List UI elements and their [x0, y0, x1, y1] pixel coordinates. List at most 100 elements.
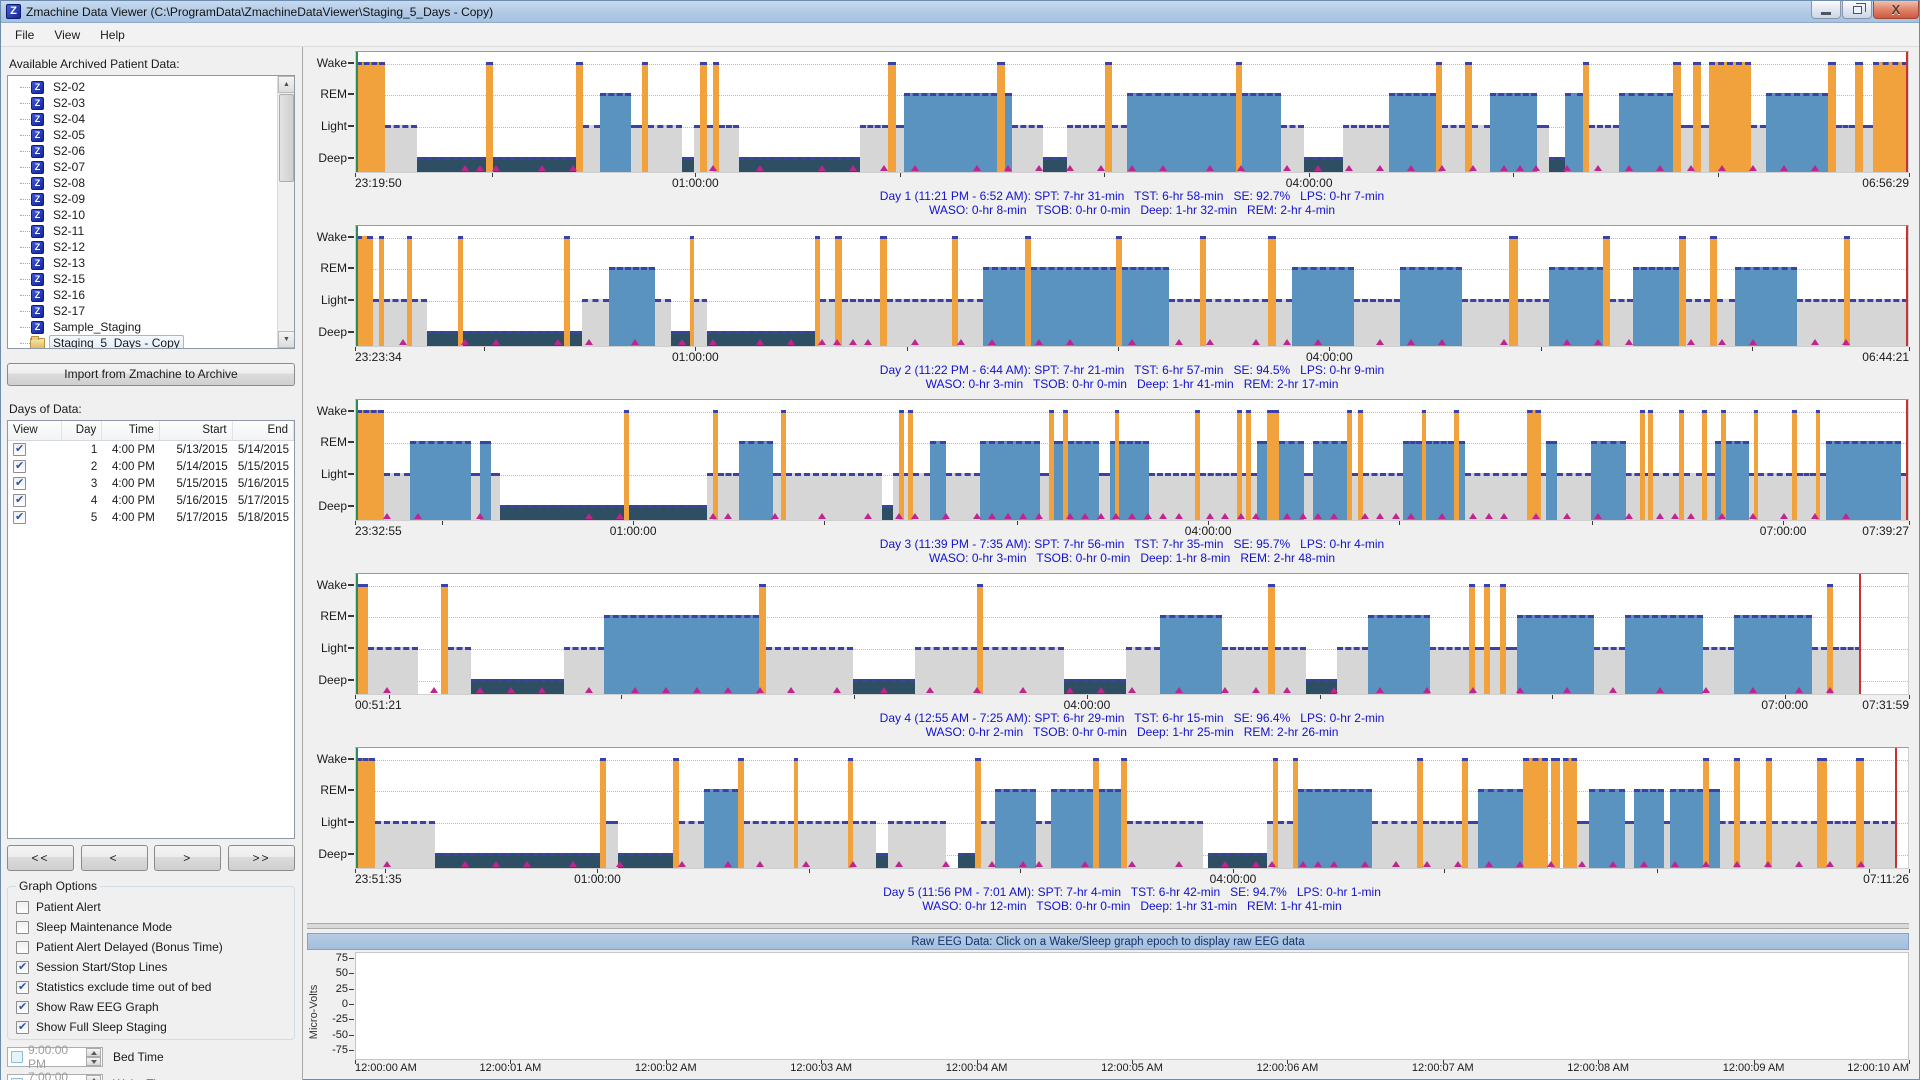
tree-item-s2-16[interactable]: Z S2-16: [12, 287, 274, 303]
epoch-R[interactable]: [1030, 267, 1117, 346]
epoch-W[interactable]: [1465, 62, 1472, 172]
epoch-D[interactable]: [463, 331, 564, 346]
epoch-L[interactable]: [1251, 473, 1258, 520]
epoch-W[interactable]: [1640, 410, 1646, 520]
tree-item-s2-02[interactable]: Z S2-02: [12, 79, 274, 95]
epoch-L[interactable]: [1716, 299, 1736, 346]
epoch-L[interactable]: [1900, 473, 1908, 520]
epoch-W[interactable]: [1454, 410, 1459, 520]
epoch-W[interactable]: [641, 62, 648, 172]
next-day-button[interactable]: >: [154, 845, 222, 871]
epoch-L[interactable]: [743, 821, 794, 868]
epoch-L[interactable]: [1266, 821, 1273, 868]
epoch-L[interactable]: [1589, 125, 1619, 172]
epoch-W[interactable]: [1235, 62, 1242, 172]
hypnogram-plot[interactable]: [355, 573, 1909, 695]
epoch-L[interactable]: [605, 821, 619, 868]
epoch-W[interactable]: [899, 410, 904, 520]
epoch-L[interactable]: [678, 821, 704, 868]
epoch-L[interactable]: [1681, 125, 1694, 172]
epoch-W[interactable]: [1195, 410, 1200, 520]
tree-scrollbar[interactable]: ▲ ▼: [277, 76, 294, 348]
epoch-L[interactable]: [1429, 647, 1469, 694]
epoch-L[interactable]: [841, 299, 881, 346]
eeg-plot-area[interactable]: [355, 952, 1909, 1060]
epoch-W[interactable]: [1702, 410, 1708, 520]
epoch-R[interactable]: [1127, 93, 1236, 172]
tree-item-s2-08[interactable]: Z S2-08: [12, 175, 274, 191]
epoch-L[interactable]: [1701, 125, 1709, 172]
epoch-W[interactable]: [356, 410, 384, 520]
epoch-W[interactable]: [1708, 62, 1751, 172]
close-button[interactable]: X: [1873, 1, 1919, 19]
epoch-W[interactable]: [1116, 236, 1123, 346]
epoch-L[interactable]: [1241, 473, 1247, 520]
epoch-L[interactable]: [383, 473, 411, 520]
epoch-R[interactable]: [1313, 441, 1348, 520]
epoch-R[interactable]: [410, 441, 471, 520]
epoch-L[interactable]: [1663, 821, 1671, 868]
epoch-R[interactable]: [1297, 789, 1373, 868]
epoch-W[interactable]: [1293, 758, 1298, 868]
epoch-W[interactable]: [996, 62, 1005, 172]
tree-item-s2-09[interactable]: Z S2-09: [12, 191, 274, 207]
epoch-W[interactable]: [1468, 584, 1475, 694]
epoch-L[interactable]: [1462, 299, 1509, 346]
epoch-W[interactable]: [1720, 410, 1726, 520]
epoch-W[interactable]: [1272, 758, 1278, 868]
epoch-W[interactable]: [1854, 62, 1863, 172]
tree-item-s2-15[interactable]: Z S2-15: [12, 271, 274, 287]
epoch-L[interactable]: [1465, 473, 1528, 520]
epoch-W[interactable]: [1499, 584, 1506, 694]
epoch-W[interactable]: [1268, 236, 1277, 346]
epoch-L[interactable]: [1577, 821, 1590, 868]
epoch-L[interactable]: [914, 647, 977, 694]
last-day-button[interactable]: >>: [227, 845, 295, 871]
epoch-W[interactable]: [1527, 410, 1542, 520]
epoch-L[interactable]: [582, 125, 600, 172]
menu-item-file[interactable]: File: [15, 27, 35, 42]
epoch-L[interactable]: [374, 821, 436, 868]
epoch-D[interactable]: [570, 331, 583, 346]
epoch-L[interactable]: [860, 125, 889, 172]
epoch-L[interactable]: [1645, 473, 1649, 520]
column-header-start[interactable]: Start: [160, 421, 233, 440]
epoch-W[interactable]: [599, 758, 606, 868]
epoch-R[interactable]: [1426, 441, 1455, 520]
epoch-L[interactable]: [1362, 473, 1404, 520]
epoch-D[interactable]: [1549, 157, 1565, 172]
epoch-D[interactable]: [1043, 157, 1067, 172]
epoch-L[interactable]: [368, 647, 419, 694]
epoch-D[interactable]: [435, 853, 600, 868]
restore-button[interactable]: [1842, 1, 1872, 19]
epoch-W[interactable]: [737, 758, 744, 868]
epoch-R[interactable]: [995, 789, 1036, 868]
epoch-L[interactable]: [719, 125, 740, 172]
epoch-R[interactable]: [1291, 267, 1354, 346]
epoch-R[interactable]: [1490, 93, 1537, 172]
option-checkbox[interactable]: [16, 960, 29, 974]
epoch-L[interactable]: [1351, 473, 1359, 520]
spin-up-icon[interactable]: [86, 1075, 101, 1080]
epoch-R[interactable]: [1403, 441, 1422, 520]
epoch-W[interactable]: [880, 236, 887, 346]
epoch-R[interactable]: [1122, 267, 1169, 346]
epoch-R[interactable]: [1735, 267, 1798, 346]
epoch-R[interactable]: [703, 789, 738, 868]
epoch-L[interactable]: [447, 647, 471, 694]
epoch-L[interactable]: [1797, 299, 1844, 346]
epoch-W[interactable]: [1417, 758, 1424, 868]
epoch-L[interactable]: [1748, 473, 1754, 520]
epoch-L[interactable]: [1541, 473, 1546, 520]
epoch-R[interactable]: [480, 441, 491, 520]
epoch-W[interactable]: [1766, 758, 1773, 868]
wake-time-checkbox[interactable]: [11, 1078, 23, 1080]
epoch-W[interactable]: [712, 410, 718, 520]
epoch-L[interactable]: [1626, 473, 1641, 520]
scroll-down-icon[interactable]: ▼: [278, 331, 294, 348]
epoch-L[interactable]: [895, 125, 904, 172]
epoch-L[interactable]: [470, 473, 481, 520]
view-checkbox[interactable]: [13, 459, 26, 473]
epoch-W[interactable]: [975, 758, 982, 868]
epoch-W[interactable]: [1710, 236, 1717, 346]
